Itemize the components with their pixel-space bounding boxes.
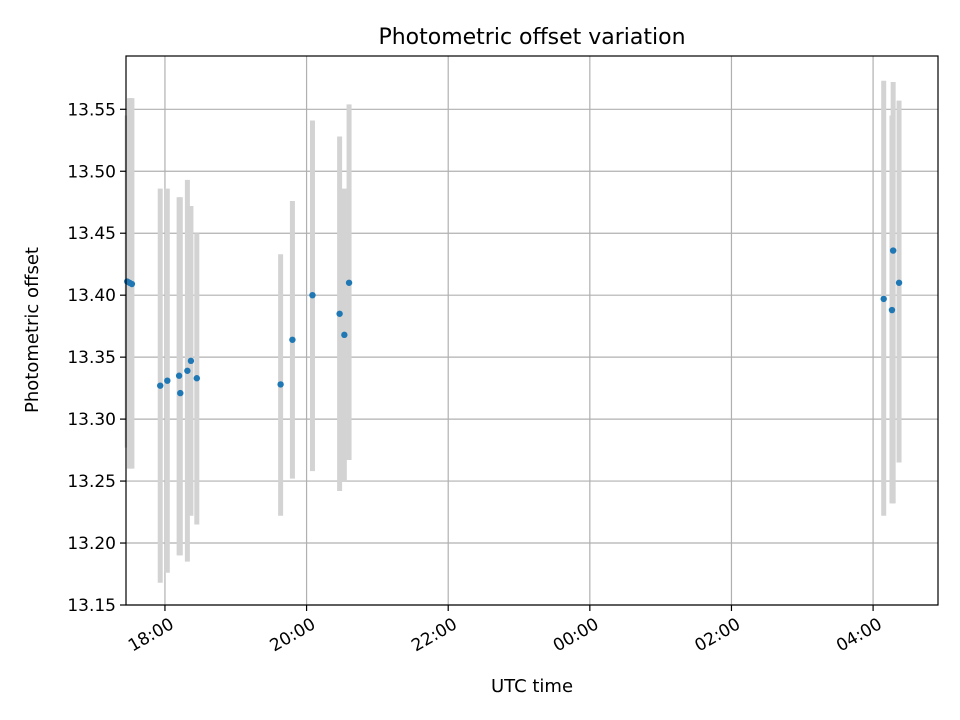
- data-point: [888, 306, 896, 314]
- data-point: [880, 295, 887, 303]
- data-point: [277, 381, 284, 388]
- y-axis-ticks: 13.15 13.20 13.25 13.30 13.35 13.40 13.45 13.50…: [67, 100, 126, 616]
- data-point: [336, 310, 343, 317]
- data-point: [193, 375, 201, 382]
- chart-title: Photometric offset variation: [378, 25, 685, 50]
- data-point: [157, 382, 164, 389]
- y-tick-label: 13.40: [67, 286, 116, 306]
- data-point: [187, 357, 195, 365]
- data-point: [345, 279, 353, 286]
- y-tick-label: 13.35: [67, 348, 116, 368]
- data-point: [895, 279, 903, 286]
- data-point: [341, 331, 348, 339]
- plot-frame: [125, 55, 939, 606]
- y-axis-label: Photometric offset: [22, 247, 43, 413]
- data-point: [289, 336, 296, 343]
- data-points: [123, 247, 903, 397]
- y-tick-label: 13.25: [67, 472, 116, 492]
- x-axis-label: UTC time: [491, 676, 573, 697]
- data-point: [128, 280, 136, 288]
- y-tick-label: 13.45: [67, 224, 116, 244]
- y-tick-label: 13.55: [67, 100, 116, 120]
- y-tick-label: 13.50: [67, 162, 116, 182]
- data-point: [889, 247, 897, 254]
- y-tick-label: 13.15: [67, 596, 116, 616]
- y-tick-label: 13.20: [67, 534, 116, 554]
- y-tick-label: 13.30: [67, 410, 116, 430]
- data-point: [184, 367, 191, 374]
- data-point: [175, 372, 183, 379]
- data-point: [177, 389, 184, 397]
- data-point: [309, 291, 316, 299]
- data-point: [164, 377, 171, 384]
- grid: [126, 56, 938, 606]
